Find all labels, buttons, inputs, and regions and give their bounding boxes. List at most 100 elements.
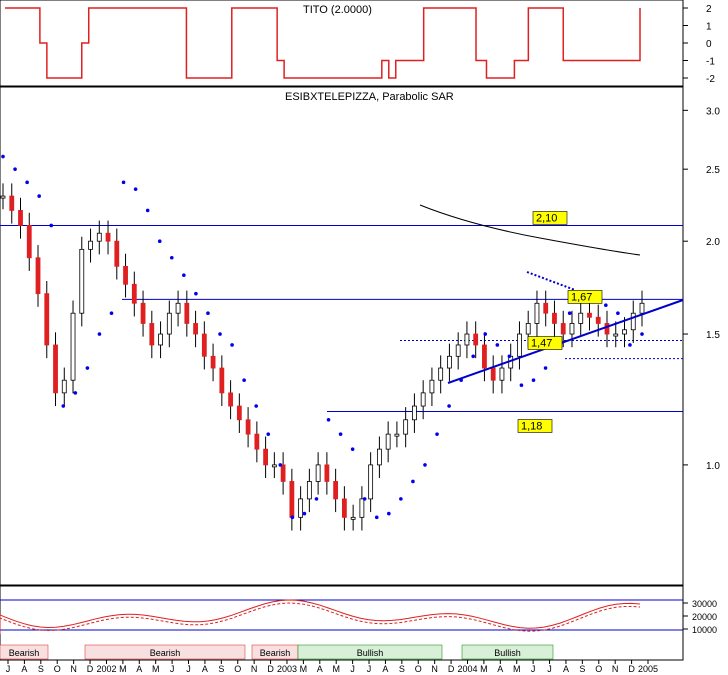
level-label: 2,10 xyxy=(536,212,557,224)
candle-body xyxy=(464,333,470,346)
candle-body xyxy=(140,302,146,324)
candle-body xyxy=(210,355,216,369)
price-tick-label: 1.0 xyxy=(706,461,720,472)
level-label: 1,67 xyxy=(571,291,592,303)
tito-tick-label: -2 xyxy=(706,74,715,85)
trendline-lower xyxy=(447,299,684,384)
month-label: M xyxy=(300,664,308,674)
candle-body xyxy=(315,464,321,482)
month-label: M xyxy=(332,664,340,674)
candle-body xyxy=(166,312,172,335)
candle-body xyxy=(280,464,286,482)
sar-dot xyxy=(254,404,258,408)
month-label: D xyxy=(628,664,635,674)
tito-tick-label: -1 xyxy=(706,57,715,68)
candle-body xyxy=(341,498,347,518)
candle-body xyxy=(578,312,584,324)
sar-dot xyxy=(194,291,198,296)
candle-body xyxy=(438,367,444,381)
candle-body xyxy=(376,448,382,466)
trend-periods: Bearish Bearish Bearish Bullish Bullish xyxy=(0,644,554,660)
candle-body xyxy=(236,405,242,421)
month-label: A xyxy=(202,664,208,674)
price-tick-label: 3.0 xyxy=(706,106,720,117)
month-label: A xyxy=(382,664,388,674)
candle-body xyxy=(499,367,505,381)
tito-tick-label: 0 xyxy=(706,39,712,50)
month-label: S xyxy=(218,664,224,674)
oscillator-axis: 30000 20000 10000 xyxy=(0,599,717,635)
month-label: J xyxy=(350,664,355,674)
sar-dot xyxy=(302,511,307,516)
sar-dot xyxy=(435,432,439,436)
candle-body xyxy=(0,195,6,199)
sar-dot xyxy=(266,432,271,436)
month-label: M xyxy=(119,664,127,674)
trendline-upper xyxy=(526,271,576,291)
candle-body xyxy=(79,248,85,314)
month-label: D xyxy=(87,664,94,674)
period-band xyxy=(0,644,49,660)
month-label: M xyxy=(513,664,521,674)
sar-dot xyxy=(350,447,355,451)
candle-body xyxy=(394,433,400,437)
sar-dot xyxy=(314,497,319,501)
month-labels: J A S O N D 2002 M A M J J A S O N D 2003 M A M J J A S O N D 2004 M A… xyxy=(6,660,658,674)
sar-dot xyxy=(399,497,403,501)
parabolic-sar-dots xyxy=(1,154,644,520)
candle-body xyxy=(245,419,251,435)
tito-title: TITO (2.0000) xyxy=(303,4,372,16)
candle-body xyxy=(70,312,76,381)
sar-dot xyxy=(507,354,512,359)
candle-body xyxy=(359,498,365,518)
sar-dot xyxy=(387,511,391,516)
candle-body xyxy=(158,333,163,346)
candle-body xyxy=(604,323,610,335)
tito-tick-label: 1 xyxy=(706,22,712,33)
candle-body xyxy=(560,323,566,335)
candle-body xyxy=(175,302,181,314)
oscillator-fast-line xyxy=(0,599,641,632)
candle-body xyxy=(324,464,330,482)
sar-dot xyxy=(411,479,415,484)
sar-dot xyxy=(543,366,548,370)
sar-dot xyxy=(423,463,427,467)
sar-dot xyxy=(13,167,17,171)
sar-dot xyxy=(121,180,126,185)
month-label: O xyxy=(54,664,61,674)
month-label: D xyxy=(267,664,274,674)
sar-dot xyxy=(49,223,54,228)
sar-dot xyxy=(640,332,644,336)
sar-dot xyxy=(483,332,488,336)
osc-tick-label: 20000 xyxy=(692,612,717,622)
candle-body xyxy=(622,329,627,335)
month-label: 2005 xyxy=(638,664,658,674)
candle-body xyxy=(18,210,23,226)
sar-dot xyxy=(242,378,246,383)
candle-body xyxy=(525,323,531,335)
period-band xyxy=(84,644,246,660)
oscillator-lines xyxy=(0,599,641,634)
sar-dot xyxy=(567,311,572,316)
month-label: A xyxy=(563,664,569,674)
sar-dot xyxy=(37,194,41,198)
sar-dot xyxy=(230,343,234,347)
level-label-box xyxy=(567,290,603,304)
candle-body xyxy=(9,195,15,211)
candle-body xyxy=(26,225,32,259)
candle-body xyxy=(429,379,435,394)
candle-body xyxy=(298,498,304,518)
month-label: 2003 xyxy=(277,664,297,674)
month-label: S xyxy=(399,664,405,674)
sar-dot xyxy=(290,515,295,520)
candle-body xyxy=(630,312,636,331)
month-label: M xyxy=(480,664,488,674)
moving-average-line xyxy=(419,204,641,256)
month-label: A xyxy=(136,664,142,674)
candle-body xyxy=(289,481,295,518)
sar-dot xyxy=(338,432,343,436)
candle-body xyxy=(193,323,198,335)
sar-dot xyxy=(157,239,162,243)
sar-dot xyxy=(133,187,138,191)
